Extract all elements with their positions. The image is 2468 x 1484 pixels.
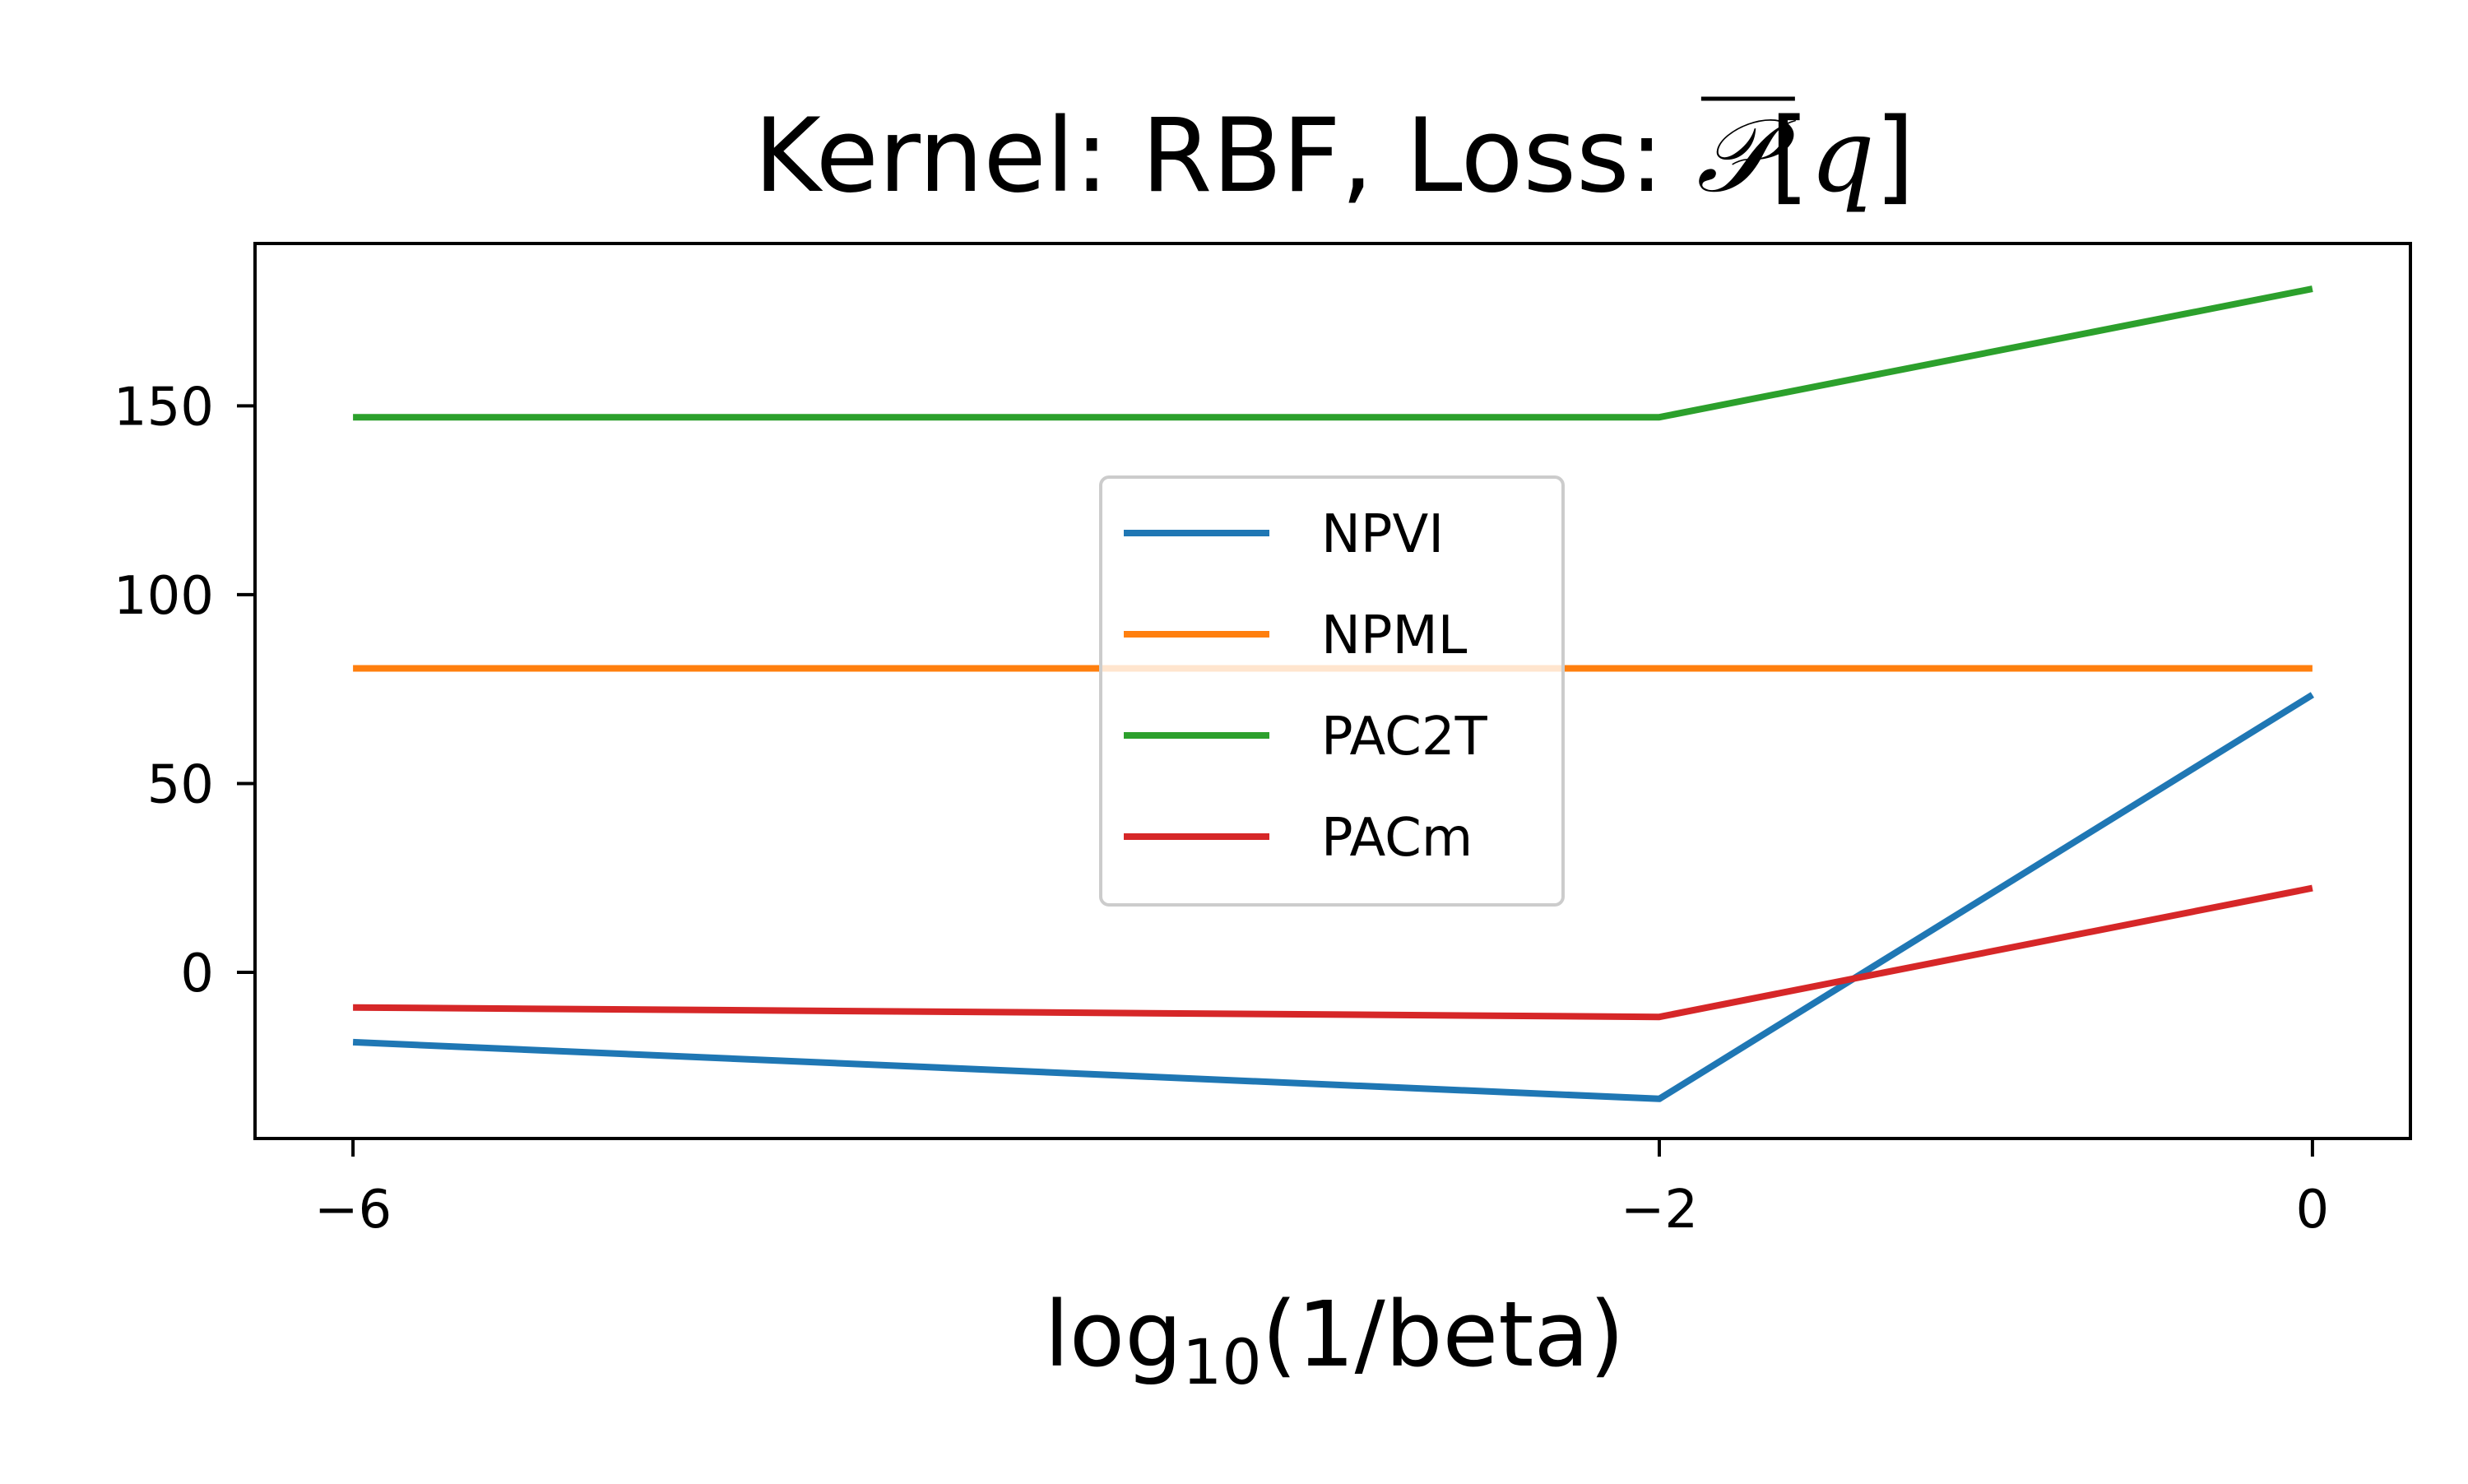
x-tick-label: −2 — [1621, 1180, 1698, 1241]
y-tick-label: 0 — [180, 944, 214, 1004]
series-line-npvi — [352, 692, 2315, 1102]
y-tick-label: 150 — [114, 377, 214, 438]
title-bracket-close: ] — [1875, 97, 1914, 216]
legend-box — [1099, 475, 1565, 907]
xlabel-pre: log — [1044, 1282, 1182, 1387]
y-axis: 0 50 100 150 — [114, 377, 255, 1004]
series-line-pacm — [353, 884, 2313, 1021]
legend-label-pac2t: PAC2T — [1321, 707, 1488, 768]
series-layer — [352, 285, 2315, 1102]
title-prefix: Kernel: RBF, Loss: — [754, 97, 1696, 216]
plot-frame — [253, 242, 2412, 1140]
chart-title: Kernel: RBF, Loss: 𝒫[q] — [754, 97, 1915, 216]
legend-label-npml: NPML — [1321, 605, 1468, 666]
series-line-pac2t — [353, 285, 2313, 421]
y-tick-label: 50 — [147, 754, 214, 815]
legend: NPVI NPML PAC2T PACm — [1099, 475, 1565, 907]
x-tick-label: 0 — [2296, 1180, 2330, 1241]
x-axis-label: log10(1/beta) — [1044, 1282, 1624, 1398]
legend-label-npvi: NPVI — [1321, 504, 1444, 565]
xlabel-sub: 10 — [1182, 1325, 1262, 1398]
x-axis: −6 −2 0 — [314, 1139, 2329, 1241]
y-tick-label: 100 — [114, 566, 214, 627]
legend-label-pacm: PACm — [1321, 808, 1473, 869]
xlabel-post: (1/beta) — [1262, 1282, 1625, 1387]
title-bracket-open: [ — [1770, 97, 1809, 216]
title-var: q — [1810, 97, 1875, 216]
x-tick-label: −6 — [314, 1180, 392, 1241]
